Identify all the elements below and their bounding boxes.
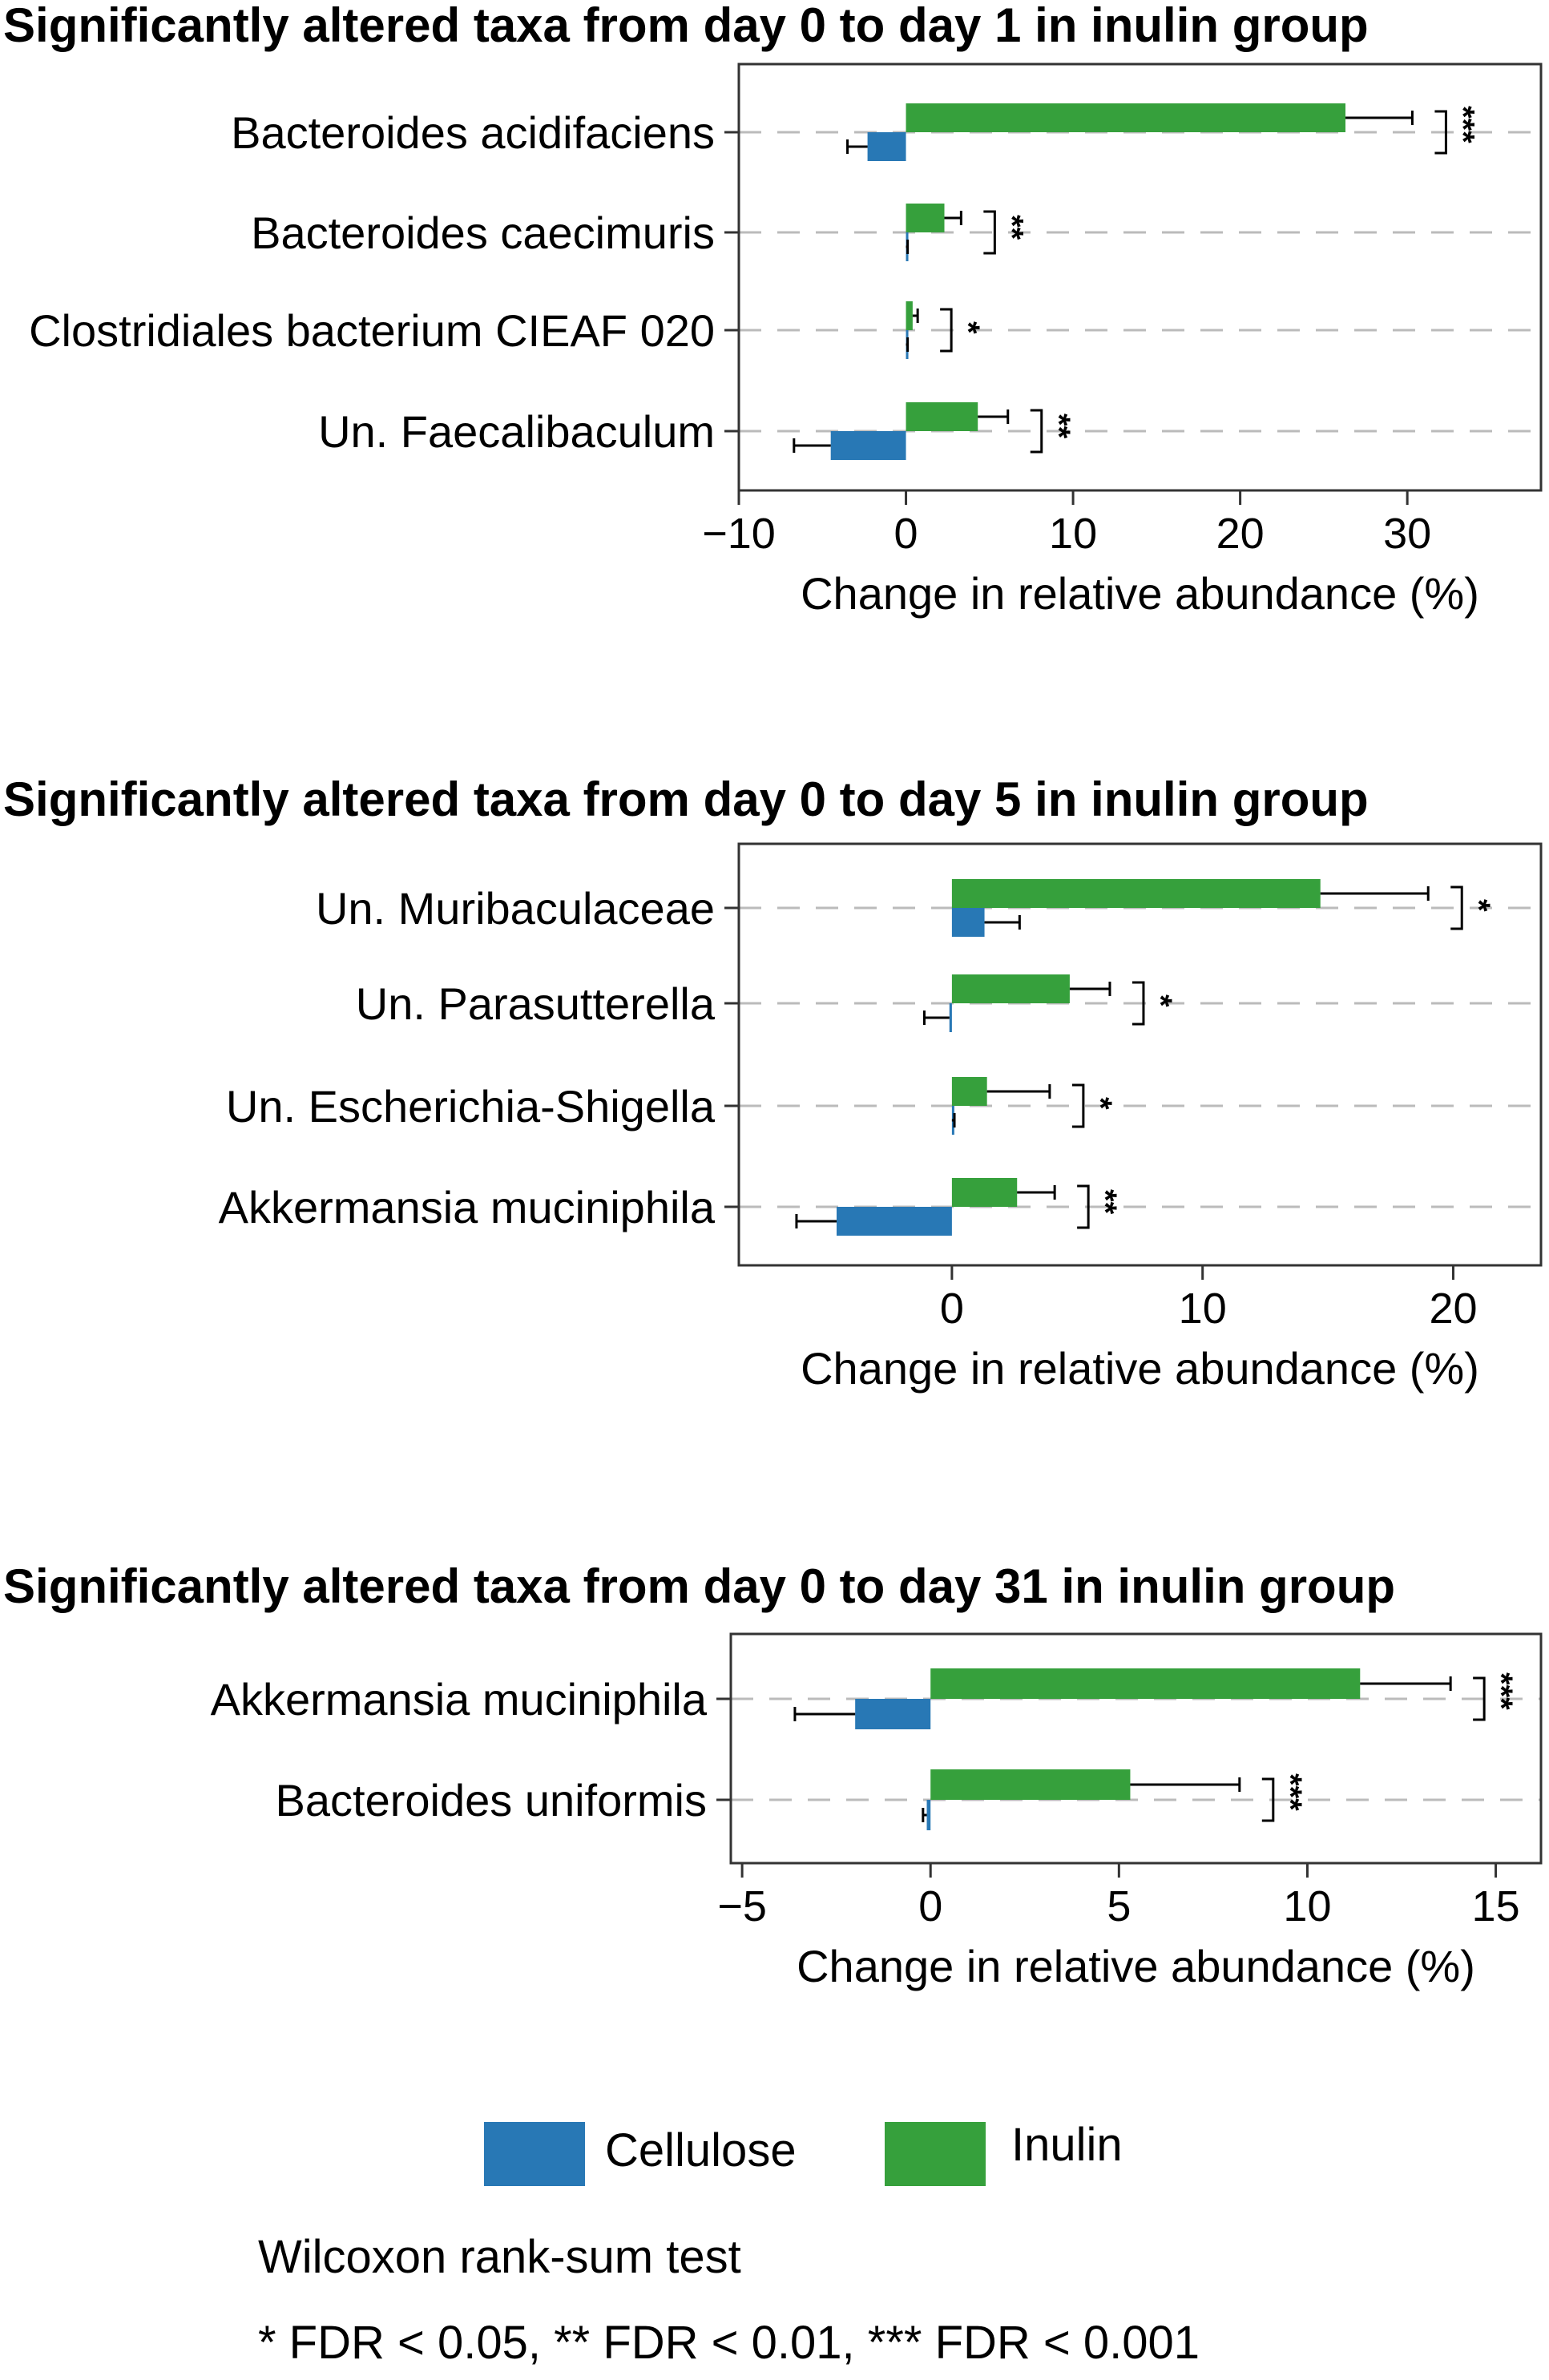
- significance-stars: **: [1041, 413, 1076, 439]
- bar-cellulose: [836, 1207, 952, 1236]
- bar-inulin: [906, 103, 1346, 132]
- significance-stars: **: [1087, 1189, 1123, 1215]
- significance-bracket: [1473, 1676, 1486, 1721]
- category-label: Bacteroides uniformis: [276, 1775, 707, 1825]
- chart-title: Significantly altered taxa from day 0 to…: [3, 1559, 1395, 1613]
- plot-frame: [737, 63, 1543, 492]
- x-tick-label: 10: [1049, 510, 1097, 558]
- category-label: Un. Parasutterella: [356, 978, 716, 1029]
- x-tick-label: 15: [1472, 1882, 1520, 1930]
- chart-panel-day1: Significantly altered taxa from day 0 to…: [3, 0, 1543, 619]
- legend-label-cellulose: Cellulose: [605, 2124, 797, 2176]
- bar-inulin: [951, 879, 1321, 908]
- category-label: Bacteroides acidifaciens: [231, 107, 715, 158]
- significance-stars: *: [1461, 899, 1496, 912]
- legend-swatch-cellulose: [484, 2122, 585, 2186]
- fdr-note: * FDR < 0.05, ** FDR < 0.01, *** FDR < 0…: [258, 2317, 1200, 2369]
- significance-stars: *: [1083, 1097, 1118, 1110]
- significance-bracket: [1071, 1083, 1085, 1128]
- bar-cellulose: [926, 1800, 931, 1830]
- x-tick-label: −10: [702, 510, 776, 558]
- bar-cellulose: [830, 431, 906, 460]
- bar-cellulose: [951, 908, 985, 937]
- x-axis-label: Change in relative abundance (%): [801, 568, 1479, 619]
- bar-inulin: [951, 974, 1070, 1003]
- significance-bracket: [1131, 981, 1145, 1026]
- significance-stars: *: [1143, 994, 1178, 1007]
- x-tick-label: 20: [1429, 1285, 1477, 1333]
- test-note: Wilcoxon rank-sum test: [258, 2231, 741, 2283]
- category-label: Akkermansia muciniphila: [211, 1674, 708, 1724]
- significance-stars: *: [950, 321, 986, 334]
- x-tick-label: 0: [940, 1285, 964, 1333]
- significance-stars: ***: [1445, 106, 1480, 143]
- bar-cellulose: [949, 1003, 952, 1032]
- x-axis-label: Change in relative abundance (%): [797, 1941, 1475, 1991]
- legend-label-inulin: Inulin: [1011, 2119, 1123, 2171]
- bar-inulin: [951, 1077, 987, 1106]
- x-tick-label: 0: [894, 510, 918, 558]
- x-tick-label: 10: [1283, 1882, 1331, 1930]
- significance-bracket: [1434, 110, 1447, 155]
- bar-inulin: [930, 1668, 1361, 1699]
- significance-bracket: [1261, 1777, 1275, 1822]
- chart-title: Significantly altered taxa from day 0 to…: [3, 0, 1369, 52]
- plot-frame: [737, 842, 1543, 1267]
- category-label: Un. Escherichia-Shigella: [226, 1081, 716, 1132]
- bar-inulin: [906, 301, 913, 330]
- significance-bracket: [983, 210, 996, 255]
- significance-stars: ***: [1273, 1773, 1308, 1811]
- category-label: Clostridiales bacterium CIEAF 020: [29, 305, 715, 356]
- plot-frame: [729, 1632, 1543, 1865]
- bar-cellulose: [867, 132, 906, 161]
- x-tick-label: 20: [1216, 510, 1265, 558]
- x-tick-label: 10: [1179, 1285, 1227, 1333]
- bar-inulin: [906, 402, 978, 431]
- category-label: Bacteroides caecimuris: [251, 208, 715, 258]
- significance-bracket: [940, 308, 953, 353]
- bar-cellulose: [855, 1699, 931, 1729]
- bar-inulin: [906, 204, 945, 232]
- category-label: Un. Faecalibaculum: [318, 406, 715, 457]
- category-label: Un. Muribaculaceae: [316, 883, 715, 934]
- significance-stars: **: [994, 215, 1029, 240]
- x-tick-label: −5: [717, 1882, 767, 1930]
- chart-panel-day5: Significantly altered taxa from day 0 to…: [3, 772, 1543, 1394]
- significance-stars: ***: [1483, 1672, 1519, 1710]
- chart-title: Significantly altered taxa from day 0 to…: [3, 772, 1369, 826]
- category-label: Akkermansia muciniphila: [219, 1182, 716, 1232]
- legend-swatch-inulin: [885, 2122, 986, 2186]
- significance-bracket: [1450, 885, 1463, 930]
- significance-bracket: [1030, 409, 1043, 454]
- chart-panel-day31: Significantly altered taxa from day 0 to…: [3, 1559, 1543, 1991]
- bar-inulin: [930, 1769, 1131, 1800]
- bar-inulin: [951, 1178, 1018, 1207]
- significance-bracket: [1077, 1184, 1090, 1229]
- x-tick-label: 0: [918, 1882, 942, 1930]
- x-tick-label: 30: [1383, 510, 1431, 558]
- x-axis-label: Change in relative abundance (%): [801, 1343, 1479, 1394]
- x-tick-label: 5: [1107, 1882, 1131, 1930]
